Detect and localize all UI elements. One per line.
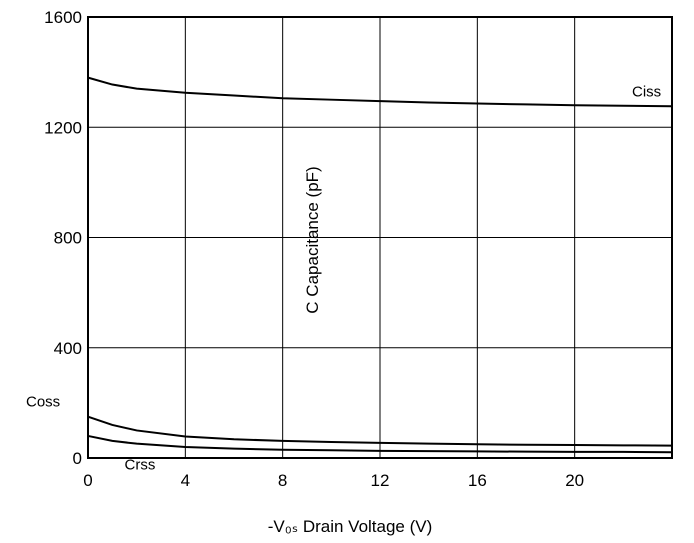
y-axis-title: C Capacitance (pF) (303, 166, 322, 313)
y-tick-label: 1200 (44, 118, 82, 137)
x-axis-title: -V₀ₛ Drain Voltage (V) (268, 517, 433, 536)
x-tick-label: 0 (83, 471, 92, 490)
series-label-crss: Crss (125, 457, 156, 474)
series-label-coss: Coss (26, 394, 60, 411)
grid (87, 16, 673, 459)
series-lines (87, 76, 673, 454)
x-tick-label: 20 (565, 471, 584, 490)
x-tick-label: 4 (181, 471, 190, 490)
y-tick-label: 800 (54, 229, 82, 248)
y-tick-label: 1600 (44, 8, 82, 27)
tick-labels: 0 4 8 12 16 20 0 400 800 1200 1600 (44, 8, 584, 490)
series-labels: Ciss Coss Crss (26, 83, 661, 473)
x-tick-label: 16 (468, 471, 487, 490)
y-tick-label: 0 (73, 449, 82, 468)
x-tick-label: 12 (371, 471, 390, 490)
y-tick-label: 400 (54, 339, 82, 358)
series-label-ciss: Ciss (632, 83, 661, 100)
x-tick-label: 8 (278, 471, 287, 490)
series-line-ciss (87, 76, 673, 108)
series-line-crss (87, 434, 673, 454)
series-line-coss (87, 415, 673, 447)
